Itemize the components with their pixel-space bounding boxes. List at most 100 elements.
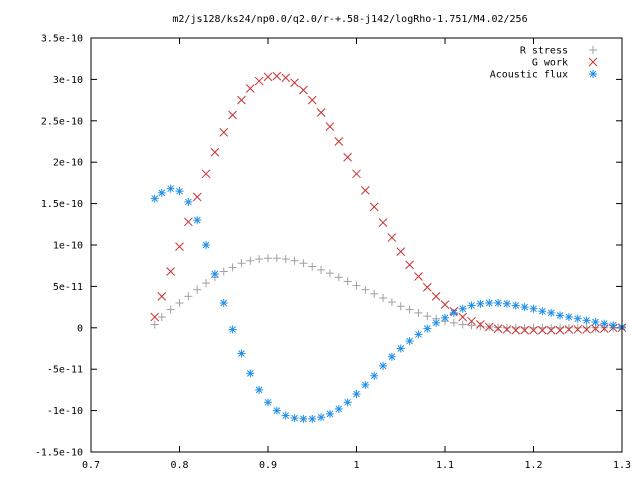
data-point — [485, 298, 494, 307]
data-point — [564, 323, 573, 332]
data-point — [573, 323, 582, 332]
data-point — [467, 321, 476, 330]
y-tick-label: 0 — [77, 323, 83, 334]
data-point — [494, 323, 503, 332]
data-point — [396, 302, 405, 311]
data-point — [316, 108, 326, 117]
data-point — [476, 322, 485, 331]
data-point — [520, 325, 530, 335]
data-point — [582, 316, 591, 325]
y-tick-label: -5e-11 — [47, 365, 83, 376]
data-point — [343, 398, 352, 407]
data-point — [370, 289, 379, 298]
data-point — [166, 184, 175, 193]
axis-ticks: 0.7 0.8 0.9 1 1.1 1.2 1.3 -1.5e-10 -1e-10 -5e-11 0… — [35, 34, 631, 472]
plot-frame — [90, 37, 623, 453]
data-point — [157, 188, 166, 197]
data-point — [360, 185, 370, 195]
data-point — [264, 398, 272, 407]
data-point — [502, 325, 512, 334]
x-tick-label: 1.3 — [613, 460, 631, 471]
data-point — [210, 147, 220, 157]
data-point — [476, 320, 485, 329]
legend-marker — [589, 70, 597, 78]
data-point — [529, 325, 538, 335]
data-point — [556, 311, 565, 320]
data-point — [414, 272, 423, 281]
data-point — [387, 298, 396, 307]
chart-title: m2/js128/ks24/np0.0/q2.0/r-+.58-j142/log… — [172, 14, 527, 25]
data-point — [201, 169, 211, 179]
data-point — [494, 298, 503, 307]
data-point — [511, 301, 520, 310]
data-point — [264, 254, 272, 263]
data-point — [573, 314, 582, 323]
x-tick-label: 0.8 — [170, 460, 188, 471]
data-point — [467, 316, 476, 326]
data-point — [441, 313, 449, 322]
data-point — [175, 187, 184, 196]
data-point — [423, 324, 432, 333]
legend-label: G work — [532, 58, 568, 69]
data-point — [281, 73, 291, 83]
data-point — [414, 308, 423, 317]
data-point — [476, 299, 485, 308]
data-point — [591, 318, 600, 327]
data-point — [546, 325, 556, 335]
data-point — [405, 260, 414, 270]
data-point — [609, 321, 618, 330]
data-point — [317, 413, 326, 422]
data-point — [484, 322, 494, 332]
data-point — [246, 256, 255, 265]
data-point — [405, 337, 414, 346]
data-point — [387, 352, 396, 361]
y-tick-label: 3.5e-10 — [41, 34, 83, 45]
data-point — [343, 277, 352, 286]
data-point — [219, 128, 229, 137]
data-point — [538, 307, 547, 316]
data-point — [334, 404, 343, 413]
data-point — [219, 267, 228, 276]
y-tick-label: 2e-10 — [53, 158, 83, 169]
data-point — [405, 305, 414, 314]
data-point — [502, 299, 511, 308]
data-point — [308, 414, 317, 423]
data-point — [184, 197, 193, 206]
data-point — [352, 281, 361, 290]
data-point — [210, 269, 219, 278]
data-point — [458, 312, 468, 322]
data-point — [255, 385, 264, 394]
plot-series — [150, 71, 627, 423]
data-point — [237, 259, 246, 268]
y-tick-label: 3e-10 — [53, 75, 83, 86]
data-point — [166, 305, 175, 314]
y-tick-label: 5e-11 — [53, 282, 83, 293]
data-point — [432, 318, 441, 327]
data-point — [396, 344, 405, 353]
data-point — [157, 313, 166, 322]
data-point — [237, 95, 246, 105]
data-point — [493, 324, 503, 333]
legend-marker — [589, 46, 597, 54]
data-point — [449, 318, 458, 327]
data-point — [379, 293, 388, 302]
data-point — [246, 369, 255, 378]
x-tick-label: 1.2 — [524, 460, 542, 471]
y-tick-label: -1e-10 — [47, 406, 83, 417]
data-point — [387, 233, 397, 242]
data-point — [290, 256, 299, 265]
data-point — [175, 298, 184, 307]
y-tick-label: 2.5e-10 — [41, 116, 83, 127]
data-point — [219, 298, 228, 307]
data-point — [502, 323, 511, 332]
data-point — [378, 218, 388, 227]
data-point — [202, 241, 211, 249]
data-point — [202, 279, 211, 288]
x-tick-label: 0.9 — [259, 460, 277, 471]
data-point — [228, 263, 237, 272]
series-r-stress — [150, 254, 626, 332]
legend-marker — [588, 57, 598, 67]
data-point — [440, 300, 450, 309]
data-point — [308, 262, 317, 271]
